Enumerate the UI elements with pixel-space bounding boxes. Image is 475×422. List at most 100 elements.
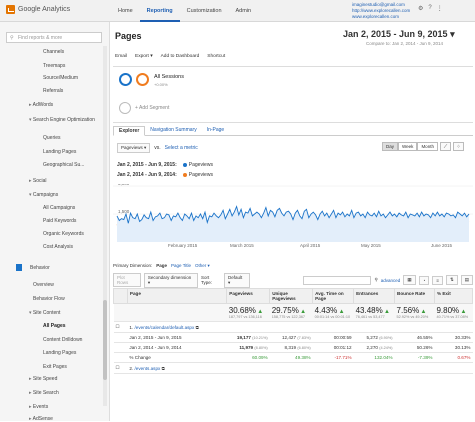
sidebar-item[interactable]: Referrals: [43, 88, 63, 94]
table-row: ☐ 1. /events/calendar/default.aspx ⧉: [113, 321, 473, 333]
line-chart-icon[interactable]: ⟋: [440, 142, 451, 151]
column-header-page[interactable]: Page: [126, 288, 228, 304]
sidebar-scrollbar[interactable]: [103, 46, 107, 406]
sidebar-item[interactable]: Content Drilldown: [43, 337, 82, 343]
apps-grid-icon[interactable]: ⋮: [436, 6, 443, 12]
sidebar-item-label: Overview: [33, 282, 54, 288]
search-icon[interactable]: ⚲: [374, 277, 378, 282]
help-icon[interactable]: ?: [428, 5, 432, 11]
email-button[interactable]: Email: [115, 54, 127, 59]
column-header-bounce-rate[interactable]: Bounce Rate: [394, 288, 435, 304]
cell-bounce: 50.26%: [394, 342, 435, 353]
sidebar-item[interactable]: ▸ AdSense: [29, 416, 53, 422]
sidebar-item[interactable]: Treemaps: [43, 63, 65, 69]
dimension-page[interactable]: Page: [156, 263, 168, 268]
metric-dropdown[interactable]: Pageviews ▾: [117, 143, 151, 153]
sidebar-item[interactable]: ▾ Campaigns: [29, 192, 58, 198]
app-logo[interactable]: Google Analytics: [6, 5, 70, 14]
column-header-entrances[interactable]: Entrances: [353, 288, 396, 304]
sidebar-item[interactable]: Overview: [33, 282, 54, 288]
sidebar-item[interactable]: ▸ AdWords: [29, 102, 53, 108]
legend-previous-dot-icon: [182, 172, 187, 177]
sidebar-item[interactable]: Geographical Su...: [43, 162, 84, 168]
sidebar-item[interactable]: ▸ Site Search: [29, 390, 59, 396]
row-checkbox[interactable]: ☐: [113, 362, 128, 374]
sort-type-dropdown[interactable]: Default ▾: [224, 272, 250, 288]
sidebar-item[interactable]: Behavior: [16, 264, 50, 271]
row-checkbox[interactable]: ☐: [113, 321, 128, 333]
sidebar-item[interactable]: Behavior Flow: [33, 296, 65, 302]
sidebar-item[interactable]: All Pages: [43, 323, 66, 329]
external-link-icon[interactable]: ⧉: [195, 324, 199, 330]
add-to-dashboard-button[interactable]: Add to Dashboard: [160, 54, 200, 59]
page-link[interactable]: /events.aspx: [134, 365, 161, 371]
shortcut-button[interactable]: Shortcut: [207, 54, 226, 59]
cell-bounce: 46.55%: [394, 332, 435, 343]
date-range-picker[interactable]: Jan 2, 2015 - Jun 9, 2015 ▾: [343, 29, 455, 40]
week-button[interactable]: Week: [398, 142, 418, 151]
export-button[interactable]: Export ▾: [135, 54, 153, 59]
plot-rows-button[interactable]: Plot Rows: [113, 273, 141, 287]
sidebar-item[interactable]: ▸ Site Speed: [29, 376, 57, 382]
month-button[interactable]: Month: [417, 142, 438, 151]
table-view-icon[interactable]: ▦: [403, 275, 416, 285]
percentage-view-icon[interactable]: ◔: [418, 275, 430, 285]
settings-gear-icon[interactable]: ⚙: [418, 6, 424, 12]
comparison-view-icon[interactable]: ⇅: [445, 275, 458, 285]
sidebar-item[interactable]: Cost Analysis: [43, 244, 73, 250]
sidebar-item[interactable]: All Campaigns: [43, 205, 75, 211]
day-button[interactable]: Day: [382, 142, 399, 151]
caret-icon: ▸: [29, 376, 33, 382]
sidebar-item[interactable]: Organic Keywords: [43, 231, 84, 237]
motion-chart-icon[interactable]: ⁘: [453, 142, 464, 151]
nav-reporting[interactable]: Reporting: [139, 0, 180, 22]
add-segment-button[interactable]: + Add Segment: [135, 105, 170, 111]
column-header-avg-time[interactable]: Avg. Time on Page: [312, 288, 355, 304]
pivot-view-icon[interactable]: ▤: [460, 275, 473, 285]
sidebar-item[interactable]: Landing Pages: [43, 149, 76, 155]
sidebar-item[interactable]: Paid Keywords: [43, 218, 76, 224]
sidebar-item[interactable]: ▾ Search Engine Optimization: [29, 117, 95, 123]
sidebar-item-label: Queries: [43, 135, 61, 141]
behavior-icon: [16, 264, 22, 271]
series-line[interactable]: [116, 205, 470, 225]
sidebar-item[interactable]: ▸ Social: [29, 178, 47, 184]
tab-in-page[interactable]: In-Page: [206, 127, 225, 133]
account-menu[interactable]: imaginestudio@gmail.com http://www.explo…: [352, 2, 410, 20]
change-entrances: 132.04%: [353, 352, 395, 363]
advanced-filter-link[interactable]: advanced: [380, 277, 401, 283]
column-header-exit[interactable]: % Exit: [433, 288, 474, 304]
column-header-pageviews[interactable]: Pageviews: [226, 288, 271, 304]
tab-explorer[interactable]: Explorer: [113, 126, 146, 136]
page-link[interactable]: /events/calendar/default.aspx: [134, 324, 195, 330]
metric-selector-row: Pageviews ▾ vs. Select a metric: [117, 143, 198, 153]
select-all-header[interactable]: [113, 288, 128, 304]
date-range-text: Jan 2, 2015 - Jun 9, 2015: [343, 29, 448, 39]
segment-current-circle-icon: [119, 73, 132, 86]
table-search-input[interactable]: [302, 275, 372, 285]
sidebar-item[interactable]: Source/Medium: [43, 75, 78, 81]
column-header-unique-pageviews[interactable]: Unique Pageviews: [269, 288, 314, 304]
sidebar-item-label: Behavior: [30, 265, 50, 271]
sidebar-search-input[interactable]: ⚲ Find reports & more: [6, 32, 102, 43]
sidebar-item[interactable]: Channels: [43, 49, 64, 55]
sidebar-item[interactable]: ▾ Site Content: [29, 310, 60, 316]
dimension-page-title[interactable]: Page Title: [171, 263, 192, 268]
sidebar-scroll-thumb[interactable]: [103, 300, 107, 380]
nav-customization[interactable]: Customization: [186, 8, 222, 14]
sidebar-item[interactable]: ▸ Events: [29, 404, 48, 410]
nav-admin[interactable]: Admin: [235, 8, 252, 14]
external-link-icon[interactable]: ⧉: [161, 365, 165, 371]
add-segment-circle-icon[interactable]: [119, 102, 131, 114]
cell-pct: (6.80%): [297, 346, 311, 350]
select-metric-link[interactable]: Select a metric: [164, 145, 198, 151]
sidebar-item[interactable]: Landing Pages: [43, 350, 76, 356]
segment-all-sessions[interactable]: All Sessions: [154, 74, 184, 80]
nav-home[interactable]: Home: [118, 8, 133, 14]
performance-view-icon[interactable]: ≡: [432, 275, 443, 285]
tab-navigation-summary[interactable]: Navigation Summary: [150, 127, 197, 133]
dimension-other[interactable]: Other ▾: [195, 263, 210, 268]
secondary-dimension-dropdown[interactable]: Secondary dimension ▾: [143, 272, 198, 288]
sidebar-item[interactable]: Queries: [43, 135, 61, 141]
sidebar-item[interactable]: Exit Pages: [43, 364, 67, 370]
